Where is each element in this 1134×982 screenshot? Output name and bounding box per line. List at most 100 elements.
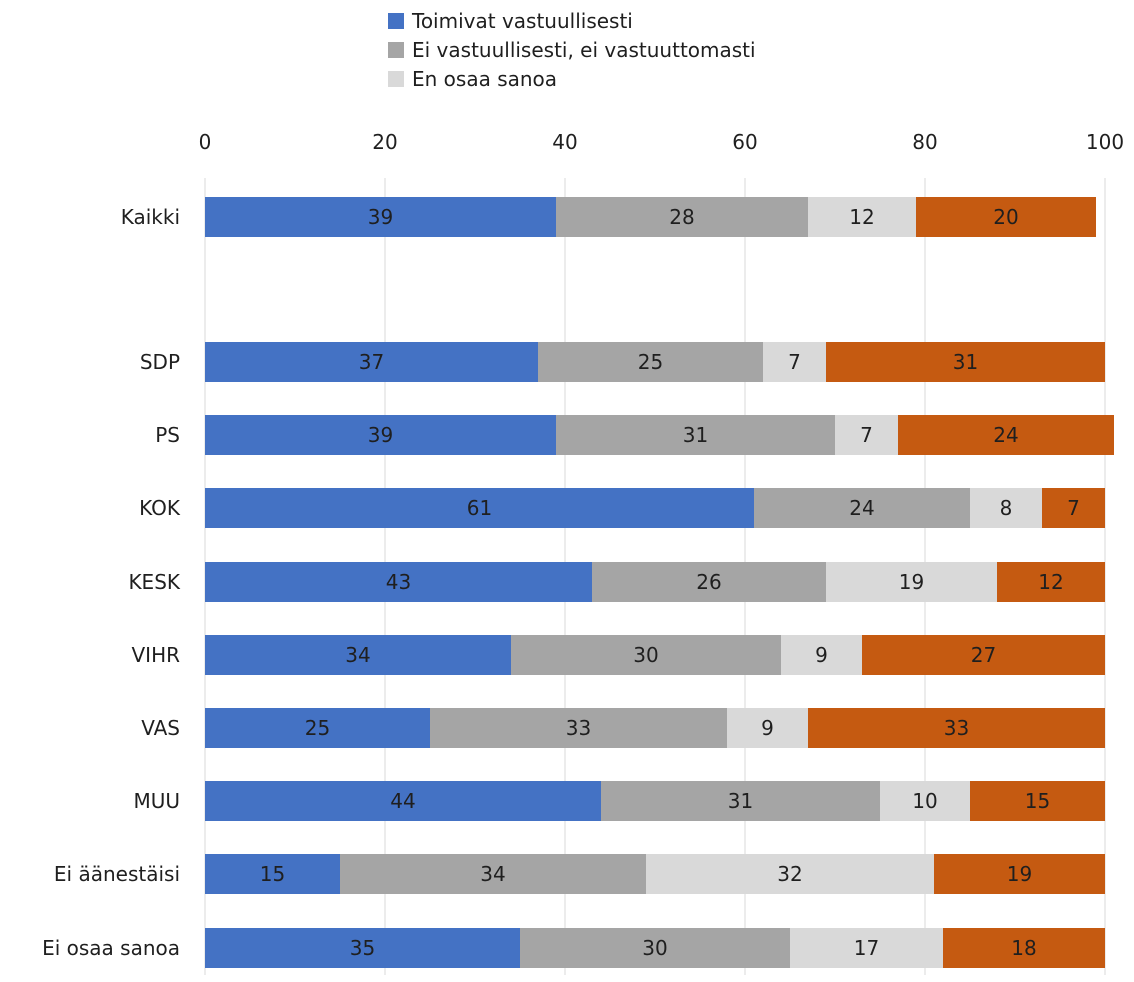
bar-segment: [205, 342, 538, 382]
bar-segment: [205, 635, 511, 675]
data-label: 7: [860, 423, 873, 447]
bar-segment: [205, 562, 592, 602]
bar-segment: [556, 197, 808, 237]
data-label: 17: [854, 936, 879, 960]
data-label: 30: [633, 643, 658, 667]
data-label: 30: [642, 936, 667, 960]
data-label: 19: [899, 570, 924, 594]
data-label: 12: [849, 205, 874, 229]
bar-segment: [205, 197, 556, 237]
data-label: 37: [359, 350, 384, 374]
data-label: 25: [305, 716, 330, 740]
data-label: 24: [849, 496, 874, 520]
legend-item: Toimivat vastuullisesti: [388, 6, 756, 35]
legend-label: En osaa sanoa: [412, 66, 558, 91]
bar-segment: [862, 635, 1105, 675]
x-tick-label: 20: [372, 130, 397, 154]
bar-segment: [880, 781, 970, 821]
data-label: 34: [345, 643, 370, 667]
x-tick-label: 60: [732, 130, 757, 154]
bar-segment: [754, 488, 970, 528]
category-label: KESK: [128, 570, 180, 594]
data-label: 15: [260, 862, 285, 886]
bar-segment: [934, 854, 1105, 894]
bar-segment: [538, 342, 763, 382]
bar-segment: [808, 708, 1105, 748]
bar-segment: [205, 708, 430, 748]
bar-segment: [601, 781, 880, 821]
x-tick-label: 100: [1086, 130, 1124, 154]
legend-label: Toimivat vastuullisesti: [412, 8, 633, 33]
data-label: 25: [638, 350, 663, 374]
category-label: VAS: [141, 716, 180, 740]
data-label: 7: [788, 350, 801, 374]
bar-segment: [727, 708, 808, 748]
bar-segment: [205, 488, 754, 528]
data-label: 10: [912, 789, 937, 813]
data-label: 27: [971, 643, 996, 667]
data-label: 9: [815, 643, 828, 667]
data-label: 31: [683, 423, 708, 447]
category-label: PS: [155, 423, 180, 447]
bar-segment: [826, 562, 997, 602]
legend-swatch: [388, 41, 404, 58]
bar-segment: [340, 854, 646, 894]
bar-segment: [826, 342, 1105, 382]
category-label: Ei osaa sanoa: [42, 936, 180, 960]
data-label: 33: [944, 716, 969, 740]
data-label: 28: [669, 205, 694, 229]
data-label: 12: [1038, 570, 1063, 594]
bar-segment: [763, 342, 826, 382]
data-label: 31: [728, 789, 753, 813]
bar-segment: [592, 562, 826, 602]
legend-label: Ei vastuullisesti, ei vastuuttomasti: [412, 37, 756, 62]
data-label: 44: [390, 789, 415, 813]
data-label: 18: [1011, 936, 1036, 960]
data-label: 19: [1007, 862, 1032, 886]
data-label: 33: [566, 716, 591, 740]
data-label: 39: [368, 423, 393, 447]
bar-segment: [205, 928, 520, 968]
bar-segment: [205, 415, 556, 455]
data-label: 24: [993, 423, 1018, 447]
bar-segment: [835, 415, 898, 455]
bar-segment: [970, 781, 1105, 821]
bar-segment: [205, 854, 340, 894]
bar-segment: [916, 197, 1096, 237]
category-label: MUU: [133, 789, 180, 813]
category-label: KOK: [139, 496, 181, 520]
bar-segment: [511, 635, 781, 675]
legend-swatch: [388, 12, 404, 29]
bar-segment: [898, 415, 1114, 455]
category-label: SDP: [140, 350, 180, 374]
bar-segment: [556, 415, 835, 455]
bar-segment: [646, 854, 934, 894]
bar-segment: [808, 197, 916, 237]
bar-segment: [520, 928, 790, 968]
bar-segment: [781, 635, 862, 675]
bar-segment: [997, 562, 1105, 602]
data-label: 26: [696, 570, 721, 594]
legend-swatch: [388, 70, 404, 87]
data-label: 61: [467, 496, 492, 520]
data-label: 34: [480, 862, 505, 886]
x-tick-label: 40: [552, 130, 577, 154]
legend-item: Ei vastuullisesti, ei vastuuttomasti: [388, 35, 756, 64]
x-tick-label: 80: [912, 130, 937, 154]
bar-segment: [205, 781, 601, 821]
data-label: 9: [761, 716, 774, 740]
category-label: Kaikki: [121, 205, 180, 229]
bar-segment: [430, 708, 727, 748]
legend-item: En osaa sanoa: [388, 64, 756, 93]
legend: Toimivat vastuullisesti Ei vastuullisesti…: [388, 6, 756, 93]
category-label: VIHR: [131, 643, 180, 667]
bar-segment: [790, 928, 943, 968]
data-label: 8: [1000, 496, 1013, 520]
category-label: Ei äänestäisi: [54, 862, 180, 886]
bar-segment: [943, 928, 1105, 968]
data-label: 31: [953, 350, 978, 374]
bar-segment: [970, 488, 1042, 528]
data-label: 32: [777, 862, 802, 886]
x-tick-label: 0: [199, 130, 212, 154]
